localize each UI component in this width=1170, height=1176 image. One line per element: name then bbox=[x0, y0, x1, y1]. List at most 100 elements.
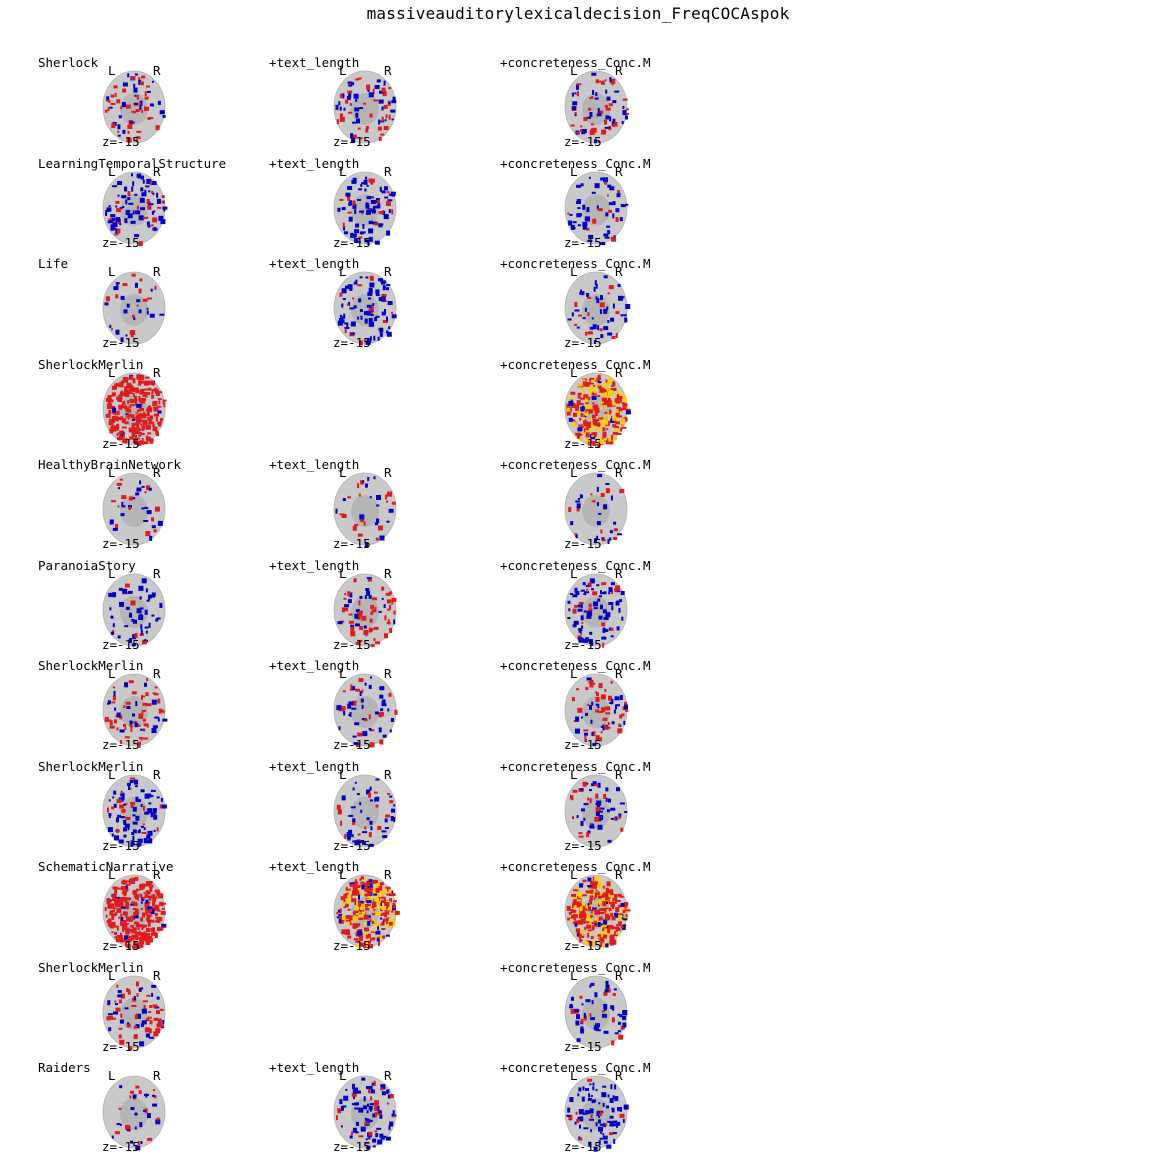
deactivation-voxel bbox=[382, 285, 386, 291]
deactivation-voxel bbox=[621, 121, 624, 124]
activation-voxel bbox=[372, 888, 377, 890]
activation-voxel bbox=[606, 904, 609, 907]
deactivation-voxel bbox=[339, 1099, 343, 1105]
deactivation-voxel bbox=[360, 1126, 366, 1132]
deactivation-voxel bbox=[339, 314, 342, 317]
activation-voxel bbox=[605, 712, 611, 715]
deactivation-voxel bbox=[391, 314, 397, 319]
deactivation-voxel bbox=[624, 317, 628, 323]
activation-voxel bbox=[369, 939, 372, 943]
deactivation-voxel bbox=[377, 336, 380, 341]
activation-voxel bbox=[580, 939, 583, 942]
deactivation-voxel bbox=[347, 703, 352, 709]
deactivation-voxel bbox=[605, 984, 610, 990]
activation-voxel bbox=[358, 1135, 364, 1138]
activation-voxel bbox=[375, 804, 379, 807]
activation-voxel bbox=[124, 389, 127, 395]
activation-voxel bbox=[580, 906, 582, 912]
deactivation-voxel bbox=[570, 592, 574, 595]
deactivation-voxel bbox=[612, 303, 615, 309]
activation-voxel bbox=[137, 418, 141, 423]
activation-voxel bbox=[124, 583, 130, 587]
deactivation-voxel bbox=[365, 483, 368, 488]
activation-voxel bbox=[144, 91, 147, 97]
activation-voxel bbox=[138, 1090, 142, 1095]
deactivation-voxel bbox=[386, 331, 392, 337]
activation-voxel bbox=[600, 941, 603, 947]
deactivation-voxel bbox=[111, 833, 114, 836]
deactivation-voxel bbox=[131, 618, 135, 622]
activation-voxel bbox=[110, 925, 114, 929]
deactivation-voxel bbox=[381, 1135, 387, 1138]
activation-voxel bbox=[371, 906, 375, 909]
activation-voxel bbox=[581, 913, 587, 918]
activation-voxel bbox=[374, 920, 377, 924]
deactivation-voxel bbox=[155, 618, 159, 621]
activation-voxel bbox=[346, 303, 349, 306]
deactivation-voxel bbox=[151, 728, 157, 734]
deactivation-voxel bbox=[353, 305, 357, 309]
activation-voxel bbox=[581, 621, 584, 624]
activation-voxel bbox=[160, 895, 163, 898]
activation-voxel bbox=[369, 113, 373, 118]
deactivation-voxel bbox=[620, 902, 625, 907]
activation-voxel bbox=[112, 695, 116, 701]
activation-voxel bbox=[602, 717, 608, 721]
deactivation-voxel bbox=[135, 701, 138, 707]
deactivation-voxel bbox=[109, 324, 112, 328]
activation-voxel bbox=[622, 407, 627, 410]
activation-voxel bbox=[120, 790, 123, 794]
activation-voxel bbox=[153, 1095, 157, 1099]
activation-voxel bbox=[594, 410, 598, 416]
axial-brain-slice bbox=[564, 975, 628, 1048]
activation-voxel bbox=[123, 705, 126, 709]
brain-slice bbox=[102, 672, 170, 752]
deactivation-voxel bbox=[567, 1107, 571, 1113]
axial-brain-slice bbox=[102, 975, 166, 1050]
deactivation-voxel bbox=[583, 802, 589, 805]
deactivation-voxel bbox=[128, 784, 130, 790]
deactivation-voxel bbox=[365, 587, 370, 591]
activation-voxel bbox=[373, 1080, 376, 1086]
deactivation-voxel bbox=[113, 286, 119, 291]
activation-voxel bbox=[366, 904, 371, 907]
activation-voxel bbox=[608, 900, 614, 905]
activation-voxel bbox=[108, 420, 114, 425]
activation-voxel bbox=[606, 895, 612, 897]
deactivation-voxel bbox=[383, 603, 386, 608]
deactivation-voxel bbox=[571, 92, 574, 97]
activation-voxel bbox=[587, 331, 590, 335]
deactivation-voxel bbox=[614, 912, 619, 918]
deactivation-voxel bbox=[392, 1110, 395, 1116]
activation-voxel bbox=[370, 937, 376, 941]
panel-label: +text_length bbox=[269, 758, 360, 774]
deactivation-voxel bbox=[580, 408, 585, 412]
deactivation-voxel bbox=[352, 786, 355, 790]
activation-voxel bbox=[570, 794, 574, 800]
brain-slice bbox=[564, 974, 632, 1054]
deactivation-voxel bbox=[574, 1008, 580, 1012]
activation-voxel bbox=[142, 999, 148, 1002]
left-orientation-label: L bbox=[570, 565, 578, 581]
activation-voxel bbox=[372, 596, 377, 600]
panel-label: +concreteness_Conc.M bbox=[500, 658, 651, 673]
axial-brain-slice bbox=[333, 1075, 397, 1150]
activation-voxel bbox=[580, 431, 584, 434]
activation-voxel bbox=[116, 410, 120, 415]
activation-voxel bbox=[143, 391, 147, 396]
activation-voxel bbox=[585, 687, 589, 690]
activation-voxel bbox=[577, 393, 581, 398]
activation-voxel bbox=[590, 911, 593, 914]
activation-voxel bbox=[344, 592, 347, 595]
activation-voxel bbox=[376, 902, 381, 908]
activation-voxel bbox=[112, 686, 115, 689]
activation-voxel bbox=[136, 304, 139, 307]
deactivation-voxel bbox=[603, 1030, 609, 1034]
deactivation-voxel bbox=[603, 275, 608, 279]
deactivation-voxel bbox=[133, 619, 137, 624]
deactivation-voxel bbox=[589, 631, 593, 635]
activation-voxel bbox=[615, 408, 620, 414]
activation-voxel bbox=[618, 723, 621, 727]
activation-voxel bbox=[141, 109, 144, 113]
